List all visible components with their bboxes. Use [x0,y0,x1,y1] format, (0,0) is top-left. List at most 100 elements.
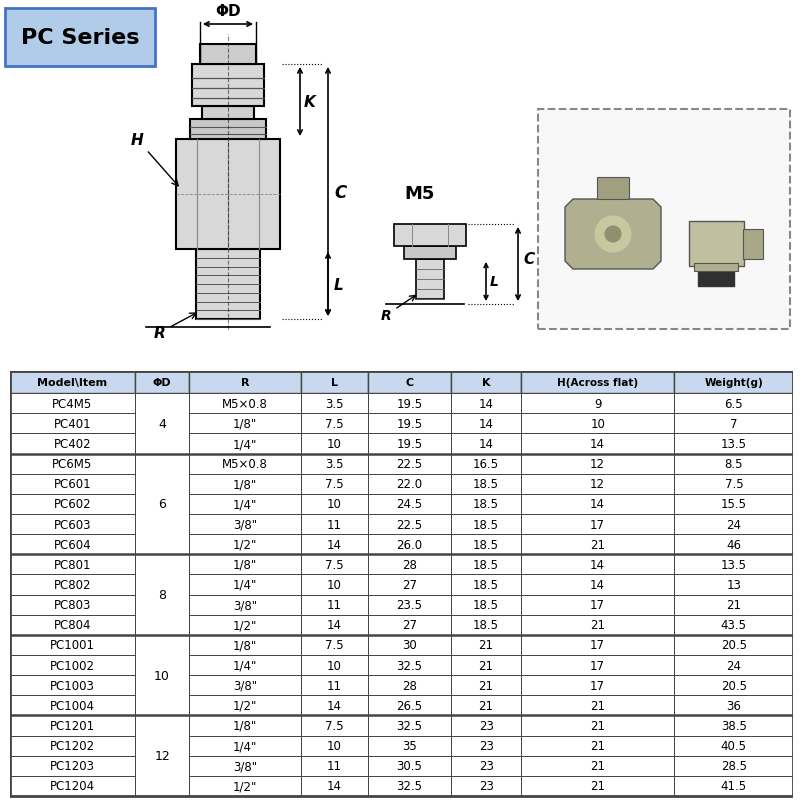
Text: PC1203: PC1203 [50,759,95,772]
Text: 1/8": 1/8" [233,417,257,431]
Text: 14: 14 [326,699,341,712]
Bar [10,595,135,615]
Bar [367,555,451,575]
Bar [10,534,135,555]
Bar [135,494,188,514]
Bar [451,474,520,494]
Text: 14: 14 [589,498,605,511]
Text: 21: 21 [589,538,605,551]
Text: 41.5: 41.5 [720,780,746,792]
Bar [10,371,135,394]
Text: 16.5: 16.5 [472,458,499,471]
Bar [367,755,451,776]
Bar [367,675,451,695]
Bar [300,635,367,655]
Bar [10,555,135,575]
Bar [300,414,367,434]
Bar [300,735,367,755]
Bar [188,555,300,575]
Bar [10,655,135,675]
Bar [196,249,260,320]
Bar [300,575,367,595]
Text: 1/8": 1/8" [233,719,257,732]
Text: R: R [154,314,196,341]
Bar [520,474,674,494]
Bar [188,675,300,695]
Text: 21: 21 [478,658,493,672]
Bar [135,776,188,796]
Text: PC603: PC603 [54,518,91,531]
Bar [674,776,792,796]
Bar [188,615,300,635]
Text: PC1001: PC1001 [50,638,95,651]
Text: PC402: PC402 [54,437,91,451]
Bar [451,655,520,675]
Bar [188,595,300,615]
Bar [367,371,451,394]
Bar [367,715,451,735]
Text: 22.5: 22.5 [396,458,422,471]
Bar [10,715,135,735]
Bar [200,45,256,65]
Bar [394,225,465,247]
Text: 9: 9 [593,397,601,411]
Text: ΦD: ΦD [215,4,241,19]
Bar [188,434,300,454]
Text: 7.5: 7.5 [324,478,343,491]
FancyBboxPatch shape [5,9,155,67]
Text: 27: 27 [402,618,416,631]
Text: 32.5: 32.5 [396,719,422,732]
Bar [520,776,674,796]
Bar [188,414,300,434]
Text: 7.5: 7.5 [324,638,343,651]
Text: PC1004: PC1004 [50,699,95,712]
Bar [674,514,792,534]
Bar [192,65,264,107]
Bar [674,675,792,695]
Text: 21: 21 [589,759,605,772]
Bar [188,514,300,534]
Text: 18.5: 18.5 [472,598,499,611]
Text: 12: 12 [589,458,605,471]
Text: PC1002: PC1002 [50,658,95,672]
Bar [520,635,674,655]
Text: 18.5: 18.5 [472,618,499,631]
Text: 30.5: 30.5 [396,759,422,772]
Text: M5: M5 [404,184,435,203]
Bar [520,735,674,755]
Bar [135,555,188,635]
Bar [367,394,451,414]
Bar [135,434,188,454]
Bar [674,394,792,414]
Bar [135,454,188,555]
Text: 15.5: 15.5 [720,498,746,511]
Text: 7.5: 7.5 [723,478,742,491]
Bar [135,655,188,675]
Bar [135,715,188,735]
Bar [135,371,188,394]
Text: L: L [334,277,343,292]
Text: 11: 11 [326,759,341,772]
Bar [415,260,444,300]
Text: ΦD: ΦD [152,378,171,387]
Bar [10,735,135,755]
Bar [451,394,520,414]
Bar [674,575,792,595]
Bar [135,735,188,755]
Bar [135,474,188,494]
Text: 32.5: 32.5 [396,658,422,672]
Text: Weight(g): Weight(g) [703,378,762,387]
Bar [403,247,456,260]
Bar [10,635,135,655]
Text: 35: 35 [402,739,416,752]
Bar [188,735,300,755]
Bar [451,715,520,735]
Bar [674,715,792,735]
Text: PC804: PC804 [54,618,91,631]
Bar [674,434,792,454]
Text: 18.5: 18.5 [472,558,499,571]
Bar [300,715,367,735]
Bar [10,434,135,454]
Bar [10,695,135,715]
Bar [742,229,762,260]
